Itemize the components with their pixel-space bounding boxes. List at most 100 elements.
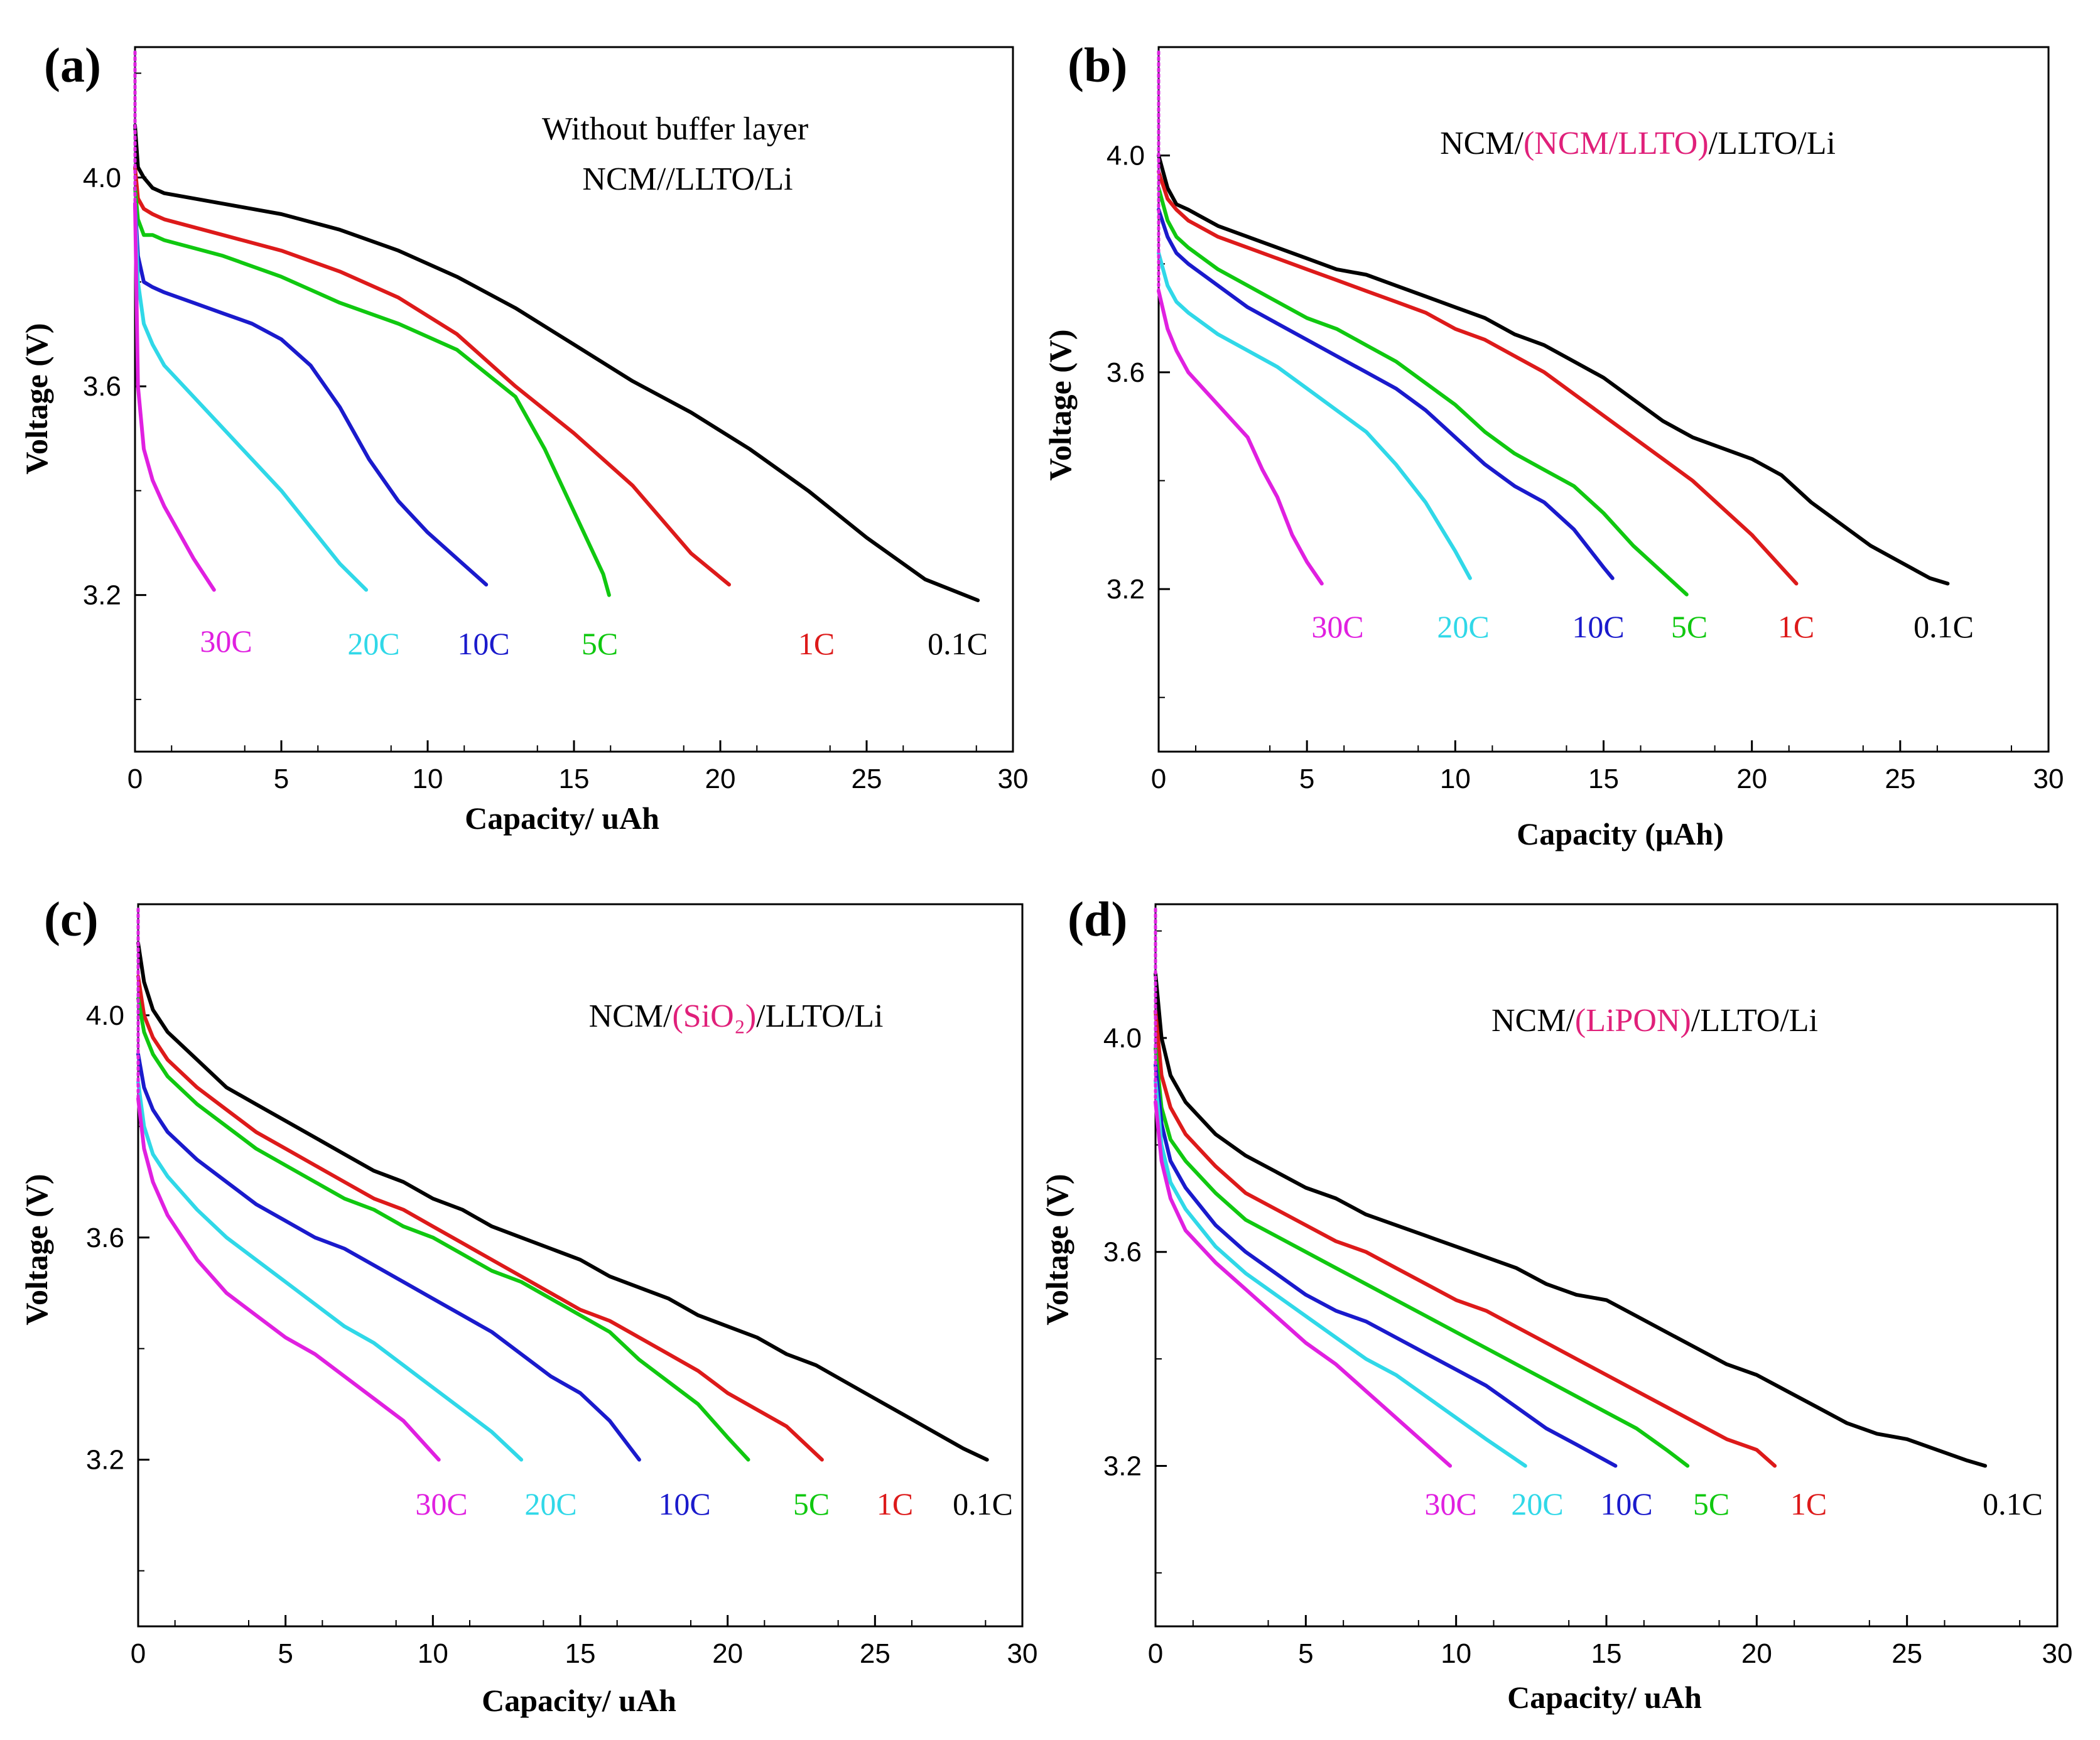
series-line-20C (1157, 251, 1472, 580)
x-tick-label: 0 (131, 1638, 146, 1669)
series-line-30C (133, 202, 216, 592)
panel-a: 0 5 10 15 20 25 30 3.2 3.6 4.0 (a) Capacity/ uAh Vol… (19, 38, 1028, 836)
x-tick-label: 20 (705, 764, 736, 794)
panel-label: (a) (44, 38, 101, 92)
series-line-0.1C (136, 941, 989, 1462)
annotation-highlight: (LiPON) (1575, 1003, 1691, 1039)
annotation-segment: NCM//LLTO/Li (582, 161, 793, 197)
y-tick-label: 3.2 (83, 580, 121, 611)
series-label-5C: 5C (582, 626, 618, 661)
series-line-30C (1154, 1100, 1453, 1468)
x-tick-label: 30 (2033, 764, 2064, 794)
series-line-20C (133, 202, 369, 592)
series-label-20C: 20C (347, 626, 399, 661)
x-axis-label: Capacity/ uAh (465, 801, 659, 836)
x-tick-label: 5 (1298, 1638, 1313, 1669)
series-label-5C: 5C (793, 1486, 830, 1521)
x-tick-label: 25 (1885, 764, 1915, 794)
y-tick-label: 4.0 (86, 1000, 124, 1031)
y-tick-label: 3.6 (83, 371, 121, 402)
y-tick-label: 3.2 (86, 1445, 124, 1476)
y-tick-label: 3.6 (1103, 1237, 1142, 1268)
x-tick-label: 15 (559, 764, 590, 794)
series-line-10C (1157, 207, 1615, 580)
series-label-1C: 1C (1790, 1486, 1827, 1521)
x-tick-label: 30 (1007, 1638, 1038, 1669)
y-tick-label: 4.0 (1103, 1023, 1142, 1054)
series-label-0.1C: 0.1C (1913, 609, 1974, 644)
x-axis-label: Capacity (μAh) (1517, 816, 1724, 851)
annotation-text: Without buffer layer (542, 111, 808, 147)
panel-d: 0 5 10 15 20 25 30 3.2 3.6 4.0 (d) Capacity/ uAh Vol… (1039, 892, 2072, 1715)
series-line-10C (1154, 1062, 1618, 1468)
series-line-1C (1154, 1009, 1777, 1468)
x-tick-label: 15 (565, 1638, 596, 1669)
series-label-1C: 1C (1778, 609, 1814, 644)
annotation-text: NCM/(NCM/LLTO)/LLTO/Li (1440, 126, 1836, 161)
y-tick-label: 3.6 (86, 1223, 124, 1253)
annotation-segment: NCM/ (1491, 1003, 1575, 1039)
annotation-segment: /LLTO/Li (1691, 1003, 1818, 1039)
x-tick-label: 10 (1441, 1638, 1471, 1669)
annotation-segment: Without buffer layer (542, 111, 808, 147)
x-tick-label: 20 (1736, 764, 1767, 794)
series-label-5C: 5C (1671, 609, 1708, 644)
panel-label: (c) (44, 892, 99, 946)
series-line-0.1C (1154, 971, 1988, 1468)
annotation-highlight: (SiO₂) (672, 998, 756, 1034)
series-label-30C: 30C (200, 624, 252, 659)
y-tick-label: 4.0 (83, 163, 121, 193)
x-axis-label: Capacity/ uAh (1507, 1680, 1702, 1715)
y-tick-label: 3.6 (1107, 357, 1145, 388)
plot-frame (134, 46, 1014, 753)
panel-c: 0 5 10 15 20 25 30 3.2 3.6 4.0 (c) Capacity/ uAh Vol… (19, 892, 1037, 1718)
y-tick-label: 4.0 (1107, 141, 1145, 171)
x-tick-label: 0 (1151, 764, 1166, 794)
y-axis-label: Voltage (V) (19, 1174, 54, 1325)
annotation-segment: NCM/ (1440, 126, 1524, 161)
series-line-20C (136, 1080, 524, 1462)
x-tick-label: 15 (1591, 1638, 1622, 1669)
x-tick-label: 10 (1440, 764, 1471, 794)
annotation-segment: /LLTO/Li (1709, 126, 1836, 161)
panel-label: (b) (1068, 38, 1127, 92)
series-label-30C: 30C (1311, 609, 1363, 644)
x-tick-label: 20 (712, 1638, 743, 1669)
series-label-20C: 20C (524, 1486, 576, 1521)
annotation-text: NCM/(LiPON)/LLTO/Li (1491, 1003, 1818, 1039)
series-label-10C: 10C (1600, 1486, 1652, 1521)
series-line-20C (1154, 1079, 1527, 1468)
x-tick-label: 20 (1741, 1638, 1772, 1669)
y-axis-label: Voltage (V) (1042, 329, 1078, 480)
series-label-1C: 1C (798, 626, 835, 661)
series-label-0.1C: 0.1C (953, 1486, 1013, 1521)
x-tick-label: 25 (852, 764, 882, 794)
x-tick-label: 30 (998, 764, 1029, 794)
x-tick-label: 5 (274, 764, 289, 794)
series-label-20C: 20C (1511, 1486, 1563, 1521)
y-axis-label: Voltage (V) (1039, 1174, 1074, 1325)
series-line-30C (1157, 289, 1324, 586)
x-tick-label: 10 (418, 1638, 448, 1669)
series-line-5C (1154, 1047, 1690, 1468)
series-label-30C: 30C (415, 1486, 467, 1521)
series-line-1C (133, 165, 731, 586)
series-label-10C: 10C (1572, 609, 1624, 644)
x-tick-label: 15 (1588, 764, 1619, 794)
annotation-segment: NCM/ (589, 998, 673, 1034)
y-tick-label: 3.2 (1107, 574, 1145, 605)
panel-label: (d) (1068, 892, 1127, 946)
series-label-5C: 5C (1693, 1486, 1729, 1521)
series-line-30C (136, 1096, 441, 1462)
series-label-20C: 20C (1437, 609, 1489, 644)
x-tick-label: 10 (413, 764, 443, 794)
annotation-text: NCM//LLTO/Li (582, 161, 793, 197)
annotation-text: NCM/(SiO₂)/LLTO/Li (589, 998, 884, 1034)
x-tick-label: 25 (1892, 1638, 1922, 1669)
series-label-0.1C: 0.1C (1983, 1486, 2043, 1521)
y-tick-label: 3.2 (1103, 1451, 1142, 1481)
series-line-10C (136, 1052, 641, 1462)
series-label-0.1C: 0.1C (928, 626, 988, 661)
series-line-1C (136, 975, 824, 1462)
